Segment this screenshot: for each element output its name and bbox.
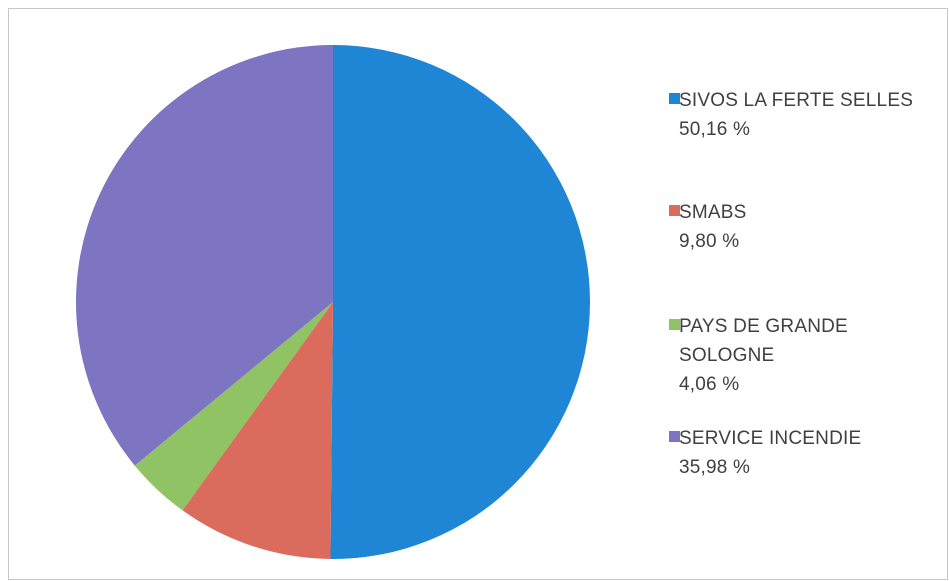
- legend-swatch-pays-de-grande-sologne: [669, 319, 680, 330]
- legend-value-service-incendie: 35,98 %: [679, 457, 751, 478]
- legend-label-pays-line-1: PAYS DE GRANDE: [679, 316, 848, 337]
- legend-label-smabs: SMABS: [679, 202, 747, 223]
- pie-slice-sivos-la-ferte-selles: [330, 45, 591, 559]
- pie-slice-pays-de-grande-sologne: [134, 302, 333, 511]
- legend-swatch-smabs: [669, 205, 680, 216]
- legend-swatch-sivos: [669, 93, 680, 104]
- legend-value-pays-de-grande-sologne: 4,06 %: [679, 374, 740, 395]
- legend-label-sivos: SIVOS LA FERTE SELLES: [679, 90, 914, 111]
- pie-slices: [75, 44, 591, 559]
- legend-value-smabs: 9,80 %: [679, 231, 740, 252]
- legend-label-service-incendie: SERVICE INCENDIE: [679, 428, 862, 449]
- legend-label-pays-line-2: SOLOGNE: [679, 345, 775, 366]
- legend-value-sivos: 50,16 %: [679, 119, 751, 140]
- legend-swatch-service-incendie: [669, 431, 680, 442]
- pie-slice-smabs: [182, 302, 333, 559]
- pie-slice-service-incendie: [75, 44, 333, 466]
